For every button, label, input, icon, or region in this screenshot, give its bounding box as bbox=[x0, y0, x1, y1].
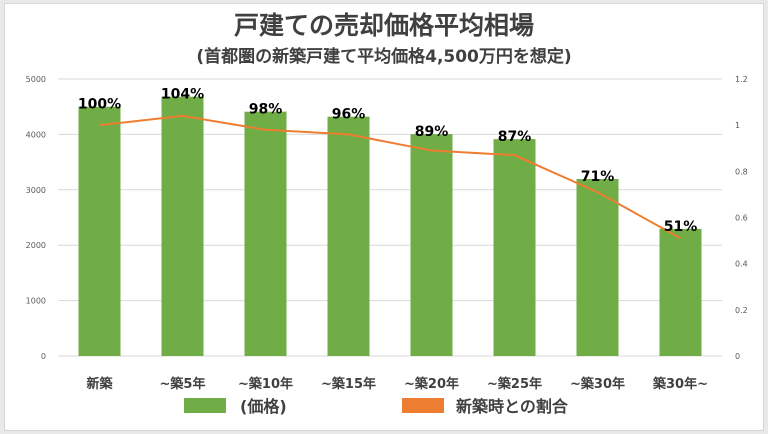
data-label: 98% bbox=[249, 102, 283, 118]
category-label: 築30年~ bbox=[652, 376, 708, 392]
chart-subtitle: (首都圏の新築戸建て平均価格4,500万円を想定) bbox=[196, 47, 572, 67]
left-axis-tick: 1000 bbox=[26, 297, 46, 306]
right-axis-tick: 1 bbox=[735, 121, 740, 130]
bar-7 bbox=[576, 178, 619, 356]
legend-label-price: (価格) bbox=[240, 397, 287, 416]
data-label: 89% bbox=[415, 124, 449, 140]
data-label: 51% bbox=[664, 219, 698, 235]
data-label: 71% bbox=[581, 169, 615, 185]
right-axis-tick: 0 bbox=[735, 352, 740, 361]
bar-1 bbox=[78, 106, 121, 356]
legend-swatch-price bbox=[184, 398, 226, 413]
bar-8 bbox=[659, 228, 702, 356]
left-axis-tick: 3000 bbox=[26, 186, 46, 195]
data-label: 96% bbox=[332, 107, 366, 123]
left-axis-tick: 0 bbox=[41, 352, 46, 361]
category-label: ~築10年 bbox=[238, 376, 293, 392]
chart-title: 戸建ての売却価格平均相場 bbox=[233, 11, 534, 40]
right-axis-tick: 0.4 bbox=[735, 260, 748, 269]
left-axis-tick: 5000 bbox=[26, 75, 46, 84]
right-axis-tick: 0.6 bbox=[735, 214, 748, 223]
data-label: 100% bbox=[78, 97, 121, 113]
category-label: ~築15年 bbox=[321, 376, 376, 392]
legend-swatch-ratio bbox=[402, 398, 444, 413]
category-label: 新築 bbox=[86, 376, 113, 392]
left-axis-tick: 4000 bbox=[26, 130, 46, 139]
right-axis-tick: 0.2 bbox=[735, 306, 748, 315]
bar-4 bbox=[327, 116, 370, 356]
ratio-line bbox=[99, 114, 681, 240]
category-label: ~築20年 bbox=[404, 376, 459, 392]
data-label: 87% bbox=[498, 129, 532, 145]
right-axis-tick: 0.8 bbox=[735, 167, 748, 176]
bar-6 bbox=[493, 139, 536, 356]
chart-frame bbox=[4, 3, 764, 431]
right-axis-tick: 1.2 bbox=[735, 75, 748, 84]
left-axis-tick: 2000 bbox=[26, 241, 46, 250]
bar-2 bbox=[161, 96, 204, 356]
bar-5 bbox=[410, 134, 453, 356]
category-label: ~築25年 bbox=[487, 376, 542, 392]
data-label: 104% bbox=[161, 87, 204, 103]
bar-3 bbox=[244, 111, 287, 356]
category-label: ~築30年 bbox=[570, 376, 625, 392]
legend-label-ratio: 新築時との割合 bbox=[456, 397, 569, 416]
category-label: ~築5年 bbox=[160, 376, 206, 392]
